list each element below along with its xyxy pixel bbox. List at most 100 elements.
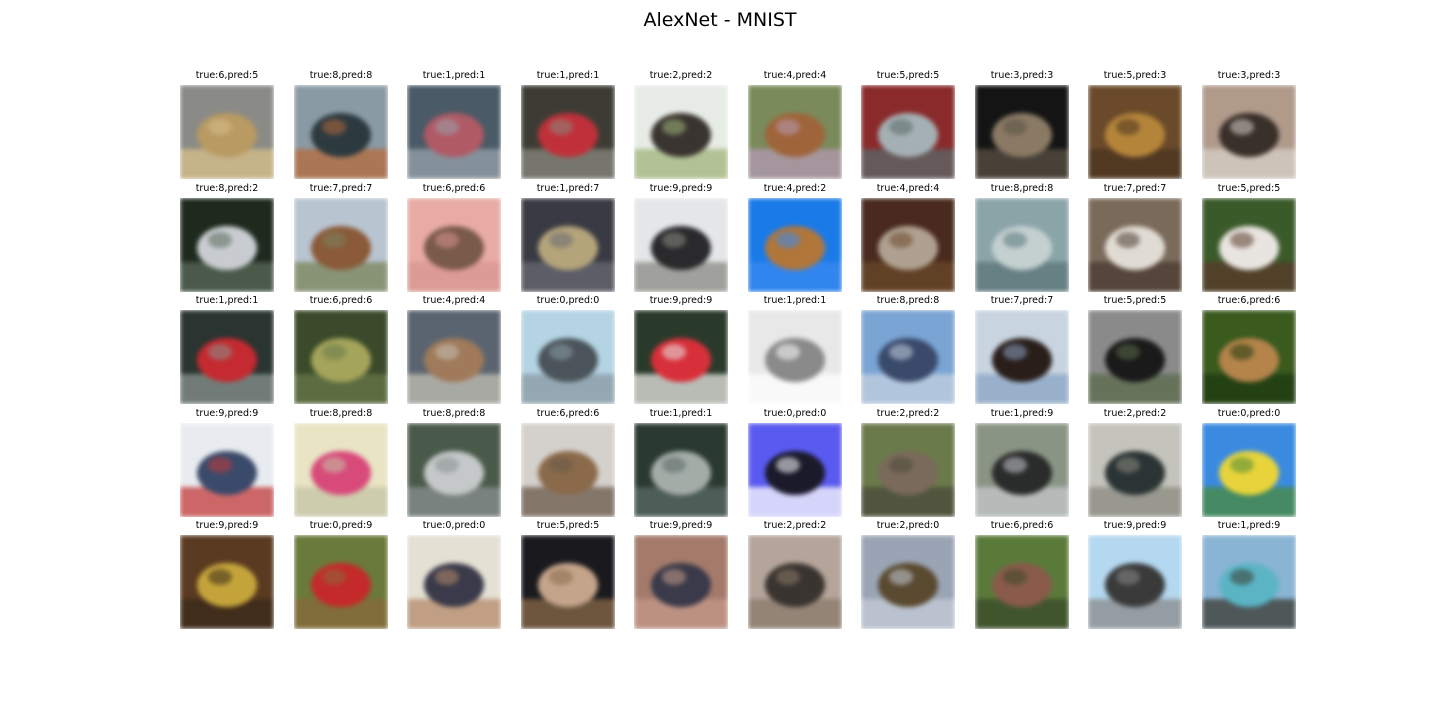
- sample-image-horse: [294, 198, 388, 292]
- sample-label: true:3,pred:3: [1217, 70, 1281, 81]
- sample-image-ship: [407, 423, 501, 517]
- sample-label: true:2,pred:2: [1103, 408, 1167, 419]
- sample-image-bird: [861, 535, 955, 629]
- figure-title: AlexNet - MNIST: [643, 9, 797, 31]
- sample-image-truck: [180, 423, 274, 517]
- sample-label: true:8,pred:8: [309, 408, 373, 419]
- sample-label: true:1,pred:7: [536, 183, 600, 194]
- sample-image-frog: [1202, 310, 1296, 404]
- sample-label: true:0,pred:0: [422, 520, 486, 531]
- sample-image-airplane: [294, 535, 388, 629]
- sample-image-airplane: [748, 423, 842, 517]
- sample-image-deer: [748, 85, 842, 179]
- sample-label: true:9,pred:9: [195, 408, 259, 419]
- sample-label: true:6,pred:6: [1217, 295, 1281, 306]
- sample-image-ship: [861, 310, 955, 404]
- sample-image-truck: [1088, 535, 1182, 629]
- sample-label: true:7,pred:7: [990, 295, 1054, 306]
- sample-image-frog: [975, 535, 1069, 629]
- sample-label: true:1,pred:1: [649, 408, 713, 419]
- sample-image-dog: [861, 85, 955, 179]
- sample-image-frog: [521, 423, 615, 517]
- sample-image-automobile: [180, 310, 274, 404]
- sample-label: true:2,pred:2: [649, 70, 713, 81]
- sample-label: true:1,pred:9: [1217, 520, 1281, 531]
- sample-image-truck: [634, 198, 728, 292]
- sample-image-frog: [180, 85, 274, 179]
- sample-image-truck: [634, 310, 728, 404]
- sample-label: true:9,pred:9: [195, 520, 259, 531]
- sample-label: true:2,pred:0: [876, 520, 940, 531]
- sample-label: true:4,pred:4: [422, 295, 486, 306]
- sample-image-automobile: [1202, 535, 1296, 629]
- sample-image-automobile: [521, 85, 615, 179]
- sample-image-dog: [1088, 85, 1182, 179]
- sample-label: true:7,pred:7: [1103, 183, 1167, 194]
- sample-label: true:6,pred:6: [309, 295, 373, 306]
- sample-label: true:5,pred:5: [876, 70, 940, 81]
- sample-label: true:5,pred:3: [1103, 70, 1167, 81]
- sample-image-bird: [1088, 423, 1182, 517]
- sample-image-automobile: [634, 423, 728, 517]
- sample-image-cat: [975, 85, 1069, 179]
- sample-label: true:2,pred:2: [876, 408, 940, 419]
- sample-image-airplane: [521, 310, 615, 404]
- sample-label: true:9,pred:9: [649, 183, 713, 194]
- sample-image-truck: [180, 535, 274, 629]
- sample-label: true:8,pred:8: [309, 70, 373, 81]
- sample-image-horse: [975, 310, 1069, 404]
- sample-label: true:8,pred:8: [422, 408, 486, 419]
- sample-image-frog: [294, 310, 388, 404]
- sample-image-automobile: [748, 310, 842, 404]
- sample-image-automobile: [521, 198, 615, 292]
- sample-image-horse: [1088, 198, 1182, 292]
- sample-label: true:1,pred:1: [422, 70, 486, 81]
- sample-image-deer: [407, 310, 501, 404]
- sample-label: true:8,pred:2: [195, 183, 259, 194]
- sample-label: true:9,pred:9: [649, 520, 713, 531]
- sample-image-bird: [748, 535, 842, 629]
- sample-image-ship: [180, 198, 274, 292]
- sample-image-dog: [1088, 310, 1182, 404]
- sample-label: true:0,pred:0: [1217, 408, 1281, 419]
- sample-label: true:9,pred:9: [1103, 520, 1167, 531]
- sample-label: true:3,pred:3: [990, 70, 1054, 81]
- sample-label: true:6,pred:6: [422, 183, 486, 194]
- sample-label: true:8,pred:8: [990, 183, 1054, 194]
- sample-label: true:1,pred:9: [990, 408, 1054, 419]
- sample-label: true:6,pred:5: [195, 70, 259, 81]
- sample-image-ship: [975, 198, 1069, 292]
- sample-label: true:5,pred:5: [1217, 183, 1281, 194]
- sample-label: true:6,pred:6: [536, 408, 600, 419]
- sample-label: true:4,pred:4: [763, 70, 827, 81]
- sample-image-frog: [407, 198, 501, 292]
- sample-label: true:0,pred:0: [536, 295, 600, 306]
- sample-label: true:0,pred:0: [763, 408, 827, 419]
- sample-label: true:6,pred:6: [990, 520, 1054, 531]
- sample-image-airplane: [1202, 423, 1296, 517]
- sample-label: true:8,pred:8: [876, 295, 940, 306]
- sample-image-automobile: [975, 423, 1069, 517]
- sample-image-ship: [294, 85, 388, 179]
- sample-image-bird: [634, 85, 728, 179]
- sample-label: true:1,pred:1: [763, 295, 827, 306]
- sample-image-automobile: [407, 85, 501, 179]
- sample-label: true:0,pred:9: [309, 520, 373, 531]
- sample-image-deer: [861, 198, 955, 292]
- sample-image-dog: [1202, 198, 1296, 292]
- sample-label: true:1,pred:1: [536, 70, 600, 81]
- sample-label: true:4,pred:2: [763, 183, 827, 194]
- sample-label: true:5,pred:5: [1103, 295, 1167, 306]
- sample-image-airplane: [407, 535, 501, 629]
- sample-label: true:1,pred:1: [195, 295, 259, 306]
- sample-label: true:7,pred:7: [309, 183, 373, 194]
- sample-image-cat: [1202, 85, 1296, 179]
- sample-image-bird: [861, 423, 955, 517]
- sample-image-dog: [521, 535, 615, 629]
- sample-image-deer: [748, 198, 842, 292]
- sample-label: true:5,pred:5: [536, 520, 600, 531]
- sample-image-ship: [294, 423, 388, 517]
- sample-label: true:2,pred:2: [763, 520, 827, 531]
- sample-image-truck: [634, 535, 728, 629]
- sample-label: true:4,pred:4: [876, 183, 940, 194]
